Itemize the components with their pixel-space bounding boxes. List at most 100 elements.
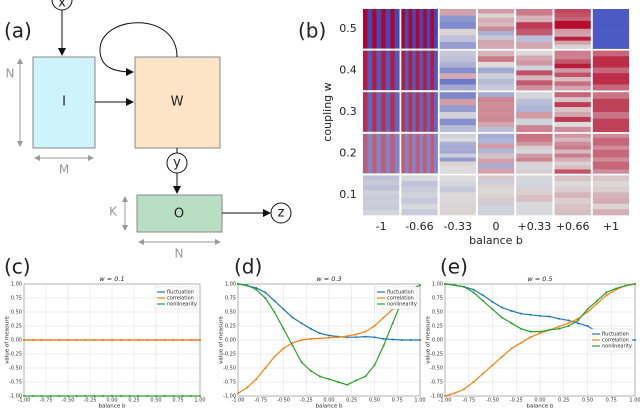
heatmap-stripe	[516, 145, 553, 150]
heatmap-stripe	[439, 137, 476, 143]
heatmap-stripe	[516, 35, 553, 43]
x-tick-label: 0.25	[128, 398, 139, 404]
series-point	[596, 299, 598, 302]
heatmap-stripe	[554, 169, 591, 174]
heatmap-stripe	[592, 67, 630, 74]
legend-label: fluctuation	[387, 290, 414, 296]
series-point	[391, 322, 394, 325]
heatmap-stripe	[592, 14, 630, 21]
y-tick-label: -1.00	[223, 394, 236, 400]
heatmap-stripe	[592, 181, 630, 188]
heatmap-stripe	[426, 92, 431, 132]
heatmap-cell	[516, 9, 553, 49]
x-tick-label: 1.00	[194, 398, 205, 404]
series-point	[539, 332, 541, 335]
heatmap-stripe	[477, 92, 515, 98]
heatmap-stripe	[516, 141, 553, 146]
series-point	[364, 335, 367, 338]
x-tick-label: 0.50	[369, 398, 380, 404]
heatmap-stripe	[477, 107, 515, 113]
heatmap-stripe	[477, 148, 515, 154]
heatmap-cell	[477, 50, 515, 91]
heatmap-stripe	[477, 67, 515, 74]
heatmap-cell	[554, 9, 591, 49]
heatmap-stripe	[477, 22, 515, 27]
heatmap-stripe	[381, 133, 386, 174]
heatmap-stripe	[592, 153, 630, 158]
heatmap-stripe	[401, 92, 406, 132]
heatmap-stripe	[477, 31, 515, 36]
heatmap-stripe	[439, 35, 476, 43]
heatmap-stripe	[516, 42, 553, 49]
series-point	[318, 375, 321, 378]
heatmap-stripe	[516, 92, 553, 100]
heatmap-stripe	[439, 181, 476, 188]
node-circle	[270, 202, 292, 224]
heatmap-stripe	[477, 168, 515, 174]
heatmap-cell	[439, 9, 476, 49]
heatmap-cell	[554, 92, 591, 133]
y-axis-label: coupling w	[321, 82, 334, 141]
heatmap-stripe	[477, 188, 515, 194]
heatmap-stripe	[592, 9, 630, 15]
y-tick-label: 0.00	[432, 338, 443, 344]
x-tick-label: -1.00	[439, 398, 452, 404]
heatmap-stripe	[433, 92, 438, 132]
heatmap-stripe	[554, 68, 591, 73]
x-axis-label: balance b	[527, 404, 554, 409]
heatmap-stripe	[592, 37, 630, 44]
heatmap-stripe	[430, 133, 435, 174]
heatmap-stripe	[390, 133, 396, 174]
col-label: +1	[603, 220, 619, 233]
series-point	[364, 330, 367, 333]
series-point	[300, 322, 303, 325]
series-point	[309, 327, 312, 330]
heatmap-stripe	[439, 203, 476, 210]
series-point	[444, 395, 446, 397]
heatmap-stripe	[592, 78, 630, 85]
series-point	[75, 339, 78, 341]
legend-label: fluctuation	[602, 332, 629, 338]
heatmap-stripe	[554, 24, 591, 30]
series-point	[529, 330, 532, 333]
series-point	[84, 395, 87, 397]
heatmap-stripe	[592, 169, 630, 174]
heatmap-stripe	[363, 175, 400, 181]
series-point	[111, 395, 113, 397]
series-point	[373, 364, 376, 367]
heatmap-stripe	[363, 205, 400, 211]
heatmap-stripe	[554, 32, 591, 38]
series-point	[67, 339, 69, 341]
heatmap-stripe	[394, 92, 400, 132]
heatmap-stripe	[439, 112, 476, 119]
heatmap-stripe	[554, 55, 591, 60]
heatmap-stripe	[390, 9, 396, 49]
heatmap-stripe	[419, 133, 424, 174]
series-point	[520, 327, 522, 330]
y-tick-label: -0.50	[223, 366, 236, 372]
series-point	[190, 395, 193, 397]
heatmap-stripe	[433, 50, 438, 91]
heatmap-stripe	[516, 85, 553, 91]
heatmap-stripe	[408, 133, 413, 174]
heatmap-stripe	[592, 125, 630, 133]
heatmap-stripe	[516, 201, 553, 209]
series-point	[355, 333, 358, 336]
series-point	[596, 302, 598, 305]
heatmap-stripe	[477, 26, 515, 32]
series-point	[128, 395, 131, 397]
series-point	[558, 325, 560, 328]
series-point	[577, 322, 579, 325]
heatmap-stripe	[439, 165, 476, 170]
series-point	[49, 395, 52, 397]
series-point	[23, 395, 25, 397]
heatmap-stripe	[439, 125, 476, 133]
series-point	[119, 395, 122, 397]
series-point	[567, 325, 570, 327]
heatmap-stripe	[401, 9, 406, 49]
heatmap-stripe	[516, 125, 553, 133]
y-axis-label: value of measure	[219, 315, 225, 363]
col-label: +0.66	[556, 220, 590, 233]
series-point	[472, 291, 475, 294]
